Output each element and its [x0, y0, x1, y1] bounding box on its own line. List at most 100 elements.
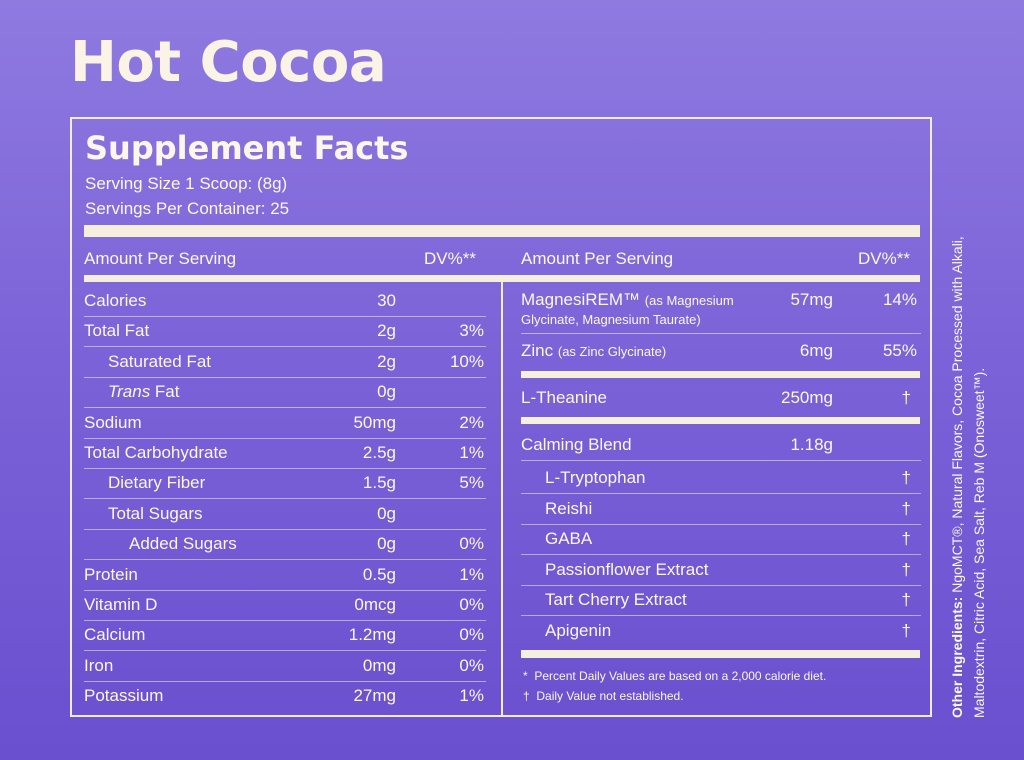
- blend-item-label: L-Tryptophan: [545, 468, 645, 488]
- nutrient-row: Iron 0mg 0%: [84, 651, 486, 682]
- nutrient-row: Sodium 50mg 2%: [84, 408, 486, 439]
- nutrient-label-italic: Trans: [108, 382, 150, 401]
- nutrient-amount: 2.5g: [316, 443, 396, 463]
- nutrient-row: Calories 30: [84, 286, 486, 317]
- dagger-mark: †: [861, 388, 911, 408]
- left-amount-header: Amount Per Serving: [84, 249, 236, 269]
- blend-item-row: Passionflower Extract †: [521, 555, 921, 586]
- nutrient-label: Total Sugars: [108, 504, 203, 524]
- nutrient-amount: 1.2mg: [316, 625, 396, 645]
- footnote-percent-dv: * Percent Daily Values are based on a 2,…: [523, 669, 826, 683]
- footnote-text: Daily Value not established.: [536, 689, 683, 703]
- nutrient-amount: 250mg: [761, 388, 833, 408]
- nutrient-row: Saturated Fat 2g 10%: [84, 347, 486, 378]
- blend-item-label: GABA: [545, 529, 592, 549]
- nutrient-detail: (as Zinc Glycinate): [558, 344, 666, 359]
- dagger-mark: †: [523, 689, 530, 703]
- blend-item-row: Tart Cherry Extract †: [521, 585, 921, 616]
- nutrient-label: Total Fat: [84, 321, 149, 341]
- right-divider-3: [521, 650, 920, 658]
- nutrient-amount: 0g: [316, 504, 396, 524]
- nutrient-label: Sodium: [84, 413, 142, 433]
- nutrient-label: Calcium: [84, 625, 145, 645]
- nutrient-row: Total Fat 2g 3%: [84, 316, 486, 347]
- product-title: Hot Cocoa: [70, 30, 386, 95]
- nutrient-row: Added Sugars 0g 0%: [84, 529, 486, 560]
- dagger-mark: †: [861, 590, 911, 610]
- dagger-mark: †: [861, 621, 911, 641]
- left-dv-header: DV%**: [424, 249, 476, 269]
- dagger-mark: †: [861, 529, 911, 549]
- nutrient-row: Calcium 1.2mg 0%: [84, 620, 486, 651]
- nutrient-dv: 10%: [424, 352, 484, 372]
- footnote-dv-not-established: † Daily Value not established.: [523, 689, 684, 703]
- blend-item-row: Apigenin †: [521, 616, 921, 646]
- nutrient-label: Calming Blend: [521, 435, 632, 455]
- nutrient-dv: 1%: [424, 565, 484, 585]
- nutrient-label: Protein: [84, 565, 138, 585]
- dagger-mark: †: [861, 468, 911, 488]
- right-divider-1: [521, 371, 920, 378]
- nutrient-detail: (as Magnesium: [645, 293, 734, 308]
- right-divider-2: [521, 417, 920, 424]
- dagger-mark: †: [861, 499, 911, 519]
- thick-divider: [84, 225, 920, 237]
- nutrient-label: Zinc: [521, 341, 553, 360]
- nutrient-label: Total Carbohydrate: [84, 443, 228, 463]
- nutrient-label: Calories: [84, 291, 146, 311]
- nutrient-row-zinc: Zinc (as Zinc Glycinate) 6mg 55%: [521, 336, 921, 366]
- footnote-text: Percent Daily Values are based on a 2,00…: [534, 669, 826, 683]
- nutrient-dv: 1%: [424, 443, 484, 463]
- nutrient-dv: 0%: [424, 534, 484, 554]
- nutrient-row: Trans Fat 0g: [84, 377, 486, 408]
- column-divider: [501, 281, 503, 717]
- nutrient-dv: 5%: [424, 473, 484, 493]
- servings-per-container: Servings Per Container: 25: [85, 199, 289, 219]
- nutrient-amount: 1.18g: [761, 435, 833, 455]
- right-amount-header: Amount Per Serving: [521, 249, 673, 269]
- nutrient-row: Potassium 27mg 1%: [84, 681, 486, 711]
- nutrient-row: Dietary Fiber 1.5g 5%: [84, 468, 486, 499]
- nutrient-dv: 55%: [861, 341, 917, 361]
- nutrient-dv: 0%: [424, 656, 484, 676]
- nutrient-amount: 0g: [316, 534, 396, 554]
- blend-item-row: L-Tryptophan †: [521, 463, 921, 494]
- blend-item-label: Apigenin: [545, 621, 611, 641]
- blend-item-label: Passionflower Extract: [545, 560, 708, 580]
- nutrient-label: Saturated Fat: [108, 352, 211, 372]
- blend-item-label: Reishi: [545, 499, 592, 519]
- nutrient-amount: 30: [316, 291, 396, 311]
- nutrient-dv: 14%: [861, 290, 917, 310]
- nutrient-row-magnesirem: MagnesiREM™ (as Magnesium Glycinate, Mag…: [521, 285, 921, 334]
- nutrient-label-suffix: Fat: [150, 382, 179, 401]
- nutrient-amount: 50mg: [316, 413, 396, 433]
- nutrient-dv: 3%: [424, 321, 484, 341]
- supplement-facts-panel: Supplement Facts Serving Size 1 Scoop: (…: [70, 117, 932, 717]
- right-dv-header: DV%**: [858, 249, 910, 269]
- nutrient-amount: 2g: [316, 321, 396, 341]
- nutrient-label: Potassium: [84, 686, 163, 706]
- nutrient-dv: 0%: [424, 595, 484, 615]
- nutrient-amount: 27mg: [316, 686, 396, 706]
- nutrient-row-theanine: L-Theanine 250mg †: [521, 383, 921, 413]
- nutrient-label: MagnesiREM™: [521, 290, 640, 309]
- nutrient-detail-2: Glycinate, Magnesium Taurate): [521, 312, 701, 327]
- nutrient-row: Total Sugars 0g: [84, 499, 486, 530]
- nutrient-row-calming-blend: Calming Blend 1.18g: [521, 430, 921, 461]
- nutrient-row: Protein 0.5g 1%: [84, 560, 486, 591]
- nutrient-label: Added Sugars: [129, 534, 237, 554]
- nutrient-dv: 2%: [424, 413, 484, 433]
- nutrient-amount: 2g: [316, 352, 396, 372]
- nutrient-row: Total Carbohydrate 2.5g 1%: [84, 438, 486, 469]
- nutrient-amount: 1.5g: [316, 473, 396, 493]
- nutrient-dv: 0%: [424, 625, 484, 645]
- serving-size: Serving Size 1 Scoop: (8g): [85, 174, 287, 194]
- nutrient-amount: 0.5g: [316, 565, 396, 585]
- nutrient-dv: 1%: [424, 686, 484, 706]
- asterisk-mark: *: [523, 669, 528, 683]
- nutrient-label: Vitamin D: [84, 595, 157, 615]
- nutrient-label: Dietary Fiber: [108, 473, 205, 493]
- nutrient-label: Trans Fat: [108, 382, 180, 402]
- blend-item-label: Tart Cherry Extract: [545, 590, 687, 610]
- nutrient-amount: 0g: [316, 382, 396, 402]
